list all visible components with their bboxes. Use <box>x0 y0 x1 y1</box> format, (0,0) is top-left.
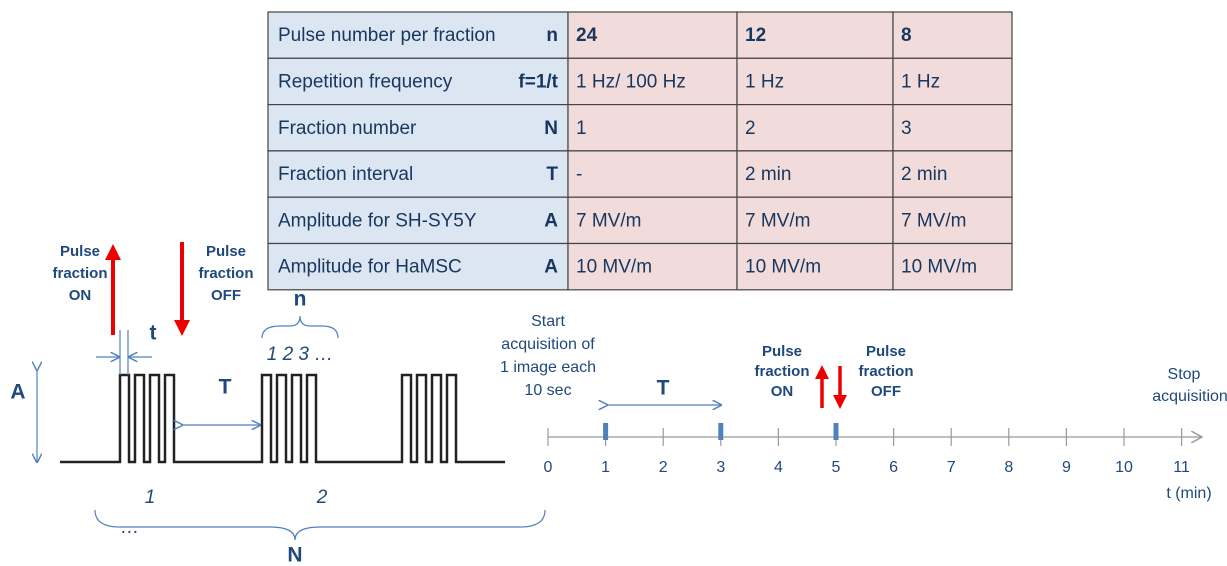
cell-value: 8 <box>901 25 912 46</box>
label: Pulse <box>866 343 906 360</box>
value-cell <box>567 242 738 291</box>
timeline: Start acquisition of 1 image each 10 sec… <box>500 313 1227 502</box>
tick-label: 6 <box>889 459 898 476</box>
cell-value: 2 <box>745 118 756 139</box>
cell-value: 10 MV/m <box>901 257 977 278</box>
value-cell <box>892 57 1013 106</box>
label: ON <box>771 383 794 400</box>
value-cell <box>892 103 1013 152</box>
cell-value: - <box>576 164 582 185</box>
tick-label: 3 <box>716 459 725 476</box>
label: ON <box>69 287 92 304</box>
value-cell <box>892 11 1013 59</box>
acquisition-mark <box>603 423 609 440</box>
row-label: Amplitude for HaMSC <box>278 257 462 278</box>
label: n <box>294 288 307 311</box>
label: fraction <box>52 265 107 282</box>
cell-value: 1 Hz <box>745 71 784 92</box>
label: 10 sec <box>524 382 571 399</box>
value-cell <box>736 150 894 198</box>
label: 1 image each <box>500 359 596 376</box>
value-cell <box>736 11 894 59</box>
tick-label: 7 <box>947 459 956 476</box>
cell-value: 1 Hz/ 100 Hz <box>576 71 686 92</box>
label: Pulse <box>60 243 100 260</box>
tick-label: 5 <box>832 459 841 476</box>
tick-label: 9 <box>1062 459 1071 476</box>
value-cell <box>736 196 894 245</box>
value-cell <box>567 150 738 198</box>
label: acquisition <box>1152 388 1227 405</box>
label: Pulse <box>206 243 246 260</box>
row-label: Pulse number per fraction <box>278 25 496 46</box>
row-label: Fraction number <box>278 118 417 139</box>
row-label: Fraction interval <box>278 164 413 185</box>
label: N <box>287 544 302 566</box>
label: Pulse <box>762 343 802 360</box>
cell-value: 10 MV/m <box>576 257 652 278</box>
label: t <box>150 322 157 345</box>
acquisition-mark <box>718 423 724 440</box>
value-cell <box>567 57 738 106</box>
cell-value: 2 min <box>745 164 791 185</box>
label: 1 <box>145 487 156 508</box>
label: 1 2 3 … <box>267 344 334 365</box>
axis-label: t (min) <box>1166 485 1211 502</box>
tick-label: 11 <box>1173 459 1190 476</box>
cell-value: 1 Hz <box>901 71 940 92</box>
label: 2 <box>316 487 328 508</box>
label: … <box>121 517 140 538</box>
header-cell <box>267 11 569 59</box>
value-cell <box>736 242 894 291</box>
row-symbol: A <box>544 257 558 278</box>
label: OFF <box>871 383 901 400</box>
cell-value: 2 min <box>901 164 947 185</box>
value-cell <box>892 242 1013 291</box>
cell-value: 1 <box>576 118 587 139</box>
label: fraction <box>754 363 809 380</box>
label: T <box>657 377 670 400</box>
cell-value: 24 <box>576 25 598 46</box>
tick-label: 2 <box>659 459 668 476</box>
row-symbol: n <box>546 25 558 46</box>
row-label: Amplitude for SH-SY5Y <box>278 210 477 231</box>
label: Stop <box>1168 366 1201 383</box>
row-symbol: N <box>544 118 558 139</box>
cell-value: 10 MV/m <box>745 257 821 278</box>
label: acquisition of <box>501 336 595 353</box>
pulse-waveform: Pulse fraction ON Pulse fraction OFF t n… <box>10 242 546 566</box>
row-symbol: f=1/t <box>518 71 558 92</box>
label: fraction <box>858 363 913 380</box>
acquisition-mark <box>833 423 839 440</box>
cell-value: 7 MV/m <box>901 210 966 231</box>
N-brace <box>94 509 546 541</box>
label: Start <box>531 313 565 330</box>
header-cell <box>267 196 569 245</box>
cell-value: 7 MV/m <box>745 210 810 231</box>
tick-label: 4 <box>774 459 783 476</box>
value-cell <box>736 103 894 152</box>
n-brace <box>261 315 339 339</box>
cell-value: 7 MV/m <box>576 210 641 231</box>
parameter-table: Pulse number per fraction n 24 12 8Repetitio… <box>267 11 1013 291</box>
row-symbol: A <box>544 210 558 231</box>
tick-label: 1 <box>601 459 610 476</box>
label: T <box>219 376 232 399</box>
cell-value: 3 <box>901 118 912 139</box>
label: fraction <box>198 265 253 282</box>
cell-value: 12 <box>745 25 766 46</box>
label: A <box>10 381 25 404</box>
value-cell <box>892 196 1013 245</box>
value-cell <box>567 11 738 59</box>
tick-label: 0 <box>544 459 553 476</box>
tick-label: 10 <box>1115 459 1133 476</box>
row-label: Repetition frequency <box>278 71 453 92</box>
label: OFF <box>211 287 241 304</box>
row-symbol: T <box>546 164 558 185</box>
waveform-line <box>60 373 505 464</box>
value-cell <box>567 103 738 152</box>
header-cell <box>267 242 569 291</box>
tick-label: 8 <box>1004 459 1013 476</box>
